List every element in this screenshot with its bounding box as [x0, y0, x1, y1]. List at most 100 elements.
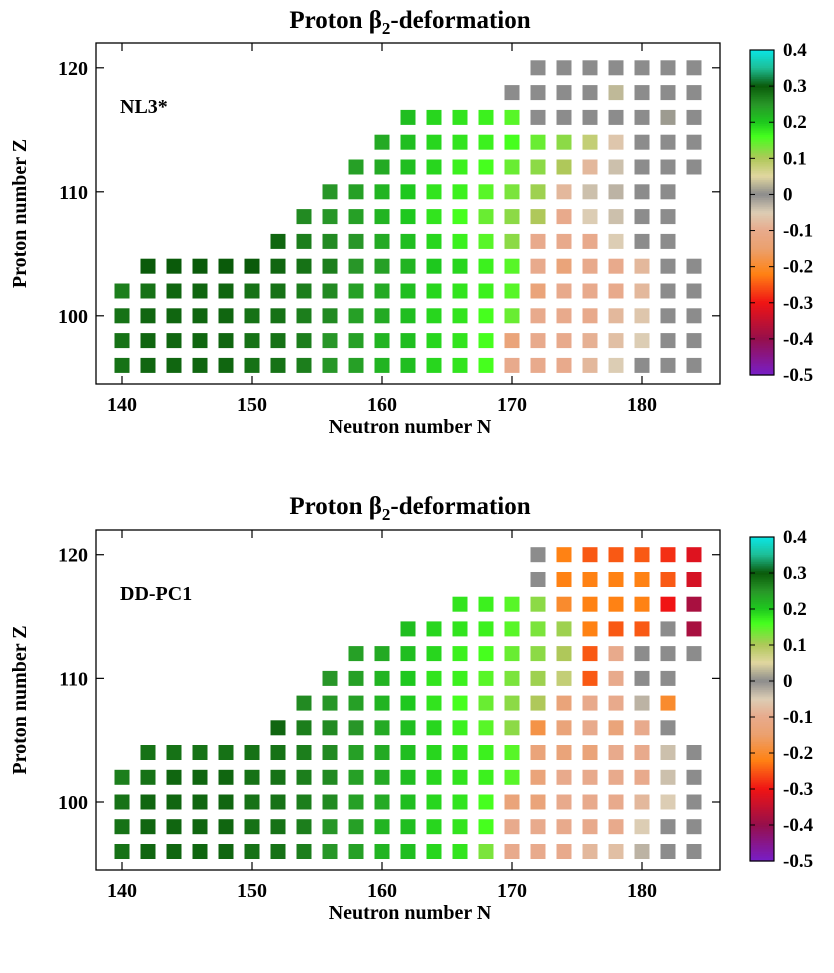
colorbar-band — [750, 715, 774, 718]
heatmap-cell — [478, 109, 494, 125]
heatmap-cell — [426, 745, 442, 760]
colorbar-band — [750, 596, 774, 599]
colorbar-band — [750, 735, 774, 738]
heatmap-cell — [504, 695, 520, 711]
colorbar-band — [750, 127, 774, 131]
x-tick-label: 180 — [627, 880, 657, 902]
colorbar-band — [750, 53, 774, 57]
heatmap-cell — [426, 769, 442, 785]
heatmap-cell — [348, 769, 364, 785]
heatmap-cell — [348, 695, 364, 711]
heatmap-cell — [556, 209, 572, 225]
heatmap-cell — [374, 184, 390, 200]
colorbar-band — [750, 776, 774, 779]
colorbar-band — [750, 591, 774, 594]
heatmap-cell — [452, 134, 468, 150]
heatmap-cell — [244, 357, 260, 373]
colorbar-band — [750, 279, 774, 282]
heatmap-cell — [608, 794, 624, 810]
colorbar-band — [750, 852, 774, 855]
x-tick-label: 160 — [367, 394, 397, 416]
heatmap-cell — [556, 283, 572, 299]
heatmap-cell — [556, 596, 572, 612]
chart-title: Proton β2-deformation — [289, 493, 530, 524]
heatmap-cell — [400, 308, 416, 324]
colorbar-tick-label: -0.3 — [783, 293, 813, 314]
heatmap-cell — [504, 109, 520, 125]
heatmap-cell — [374, 333, 390, 349]
colorbar-band — [750, 805, 774, 808]
heatmap-cell — [556, 134, 572, 150]
heatmap-cell — [192, 794, 208, 810]
colorbar-band — [750, 819, 774, 822]
heatmap-cell — [504, 184, 520, 200]
heatmap-cell — [634, 547, 650, 563]
y-tick-label: 100 — [58, 792, 88, 814]
colorbar: 0.4 0.3 0.2 0.1 0 -0.1 -0.2 -0.3 -0.4 -0.5 — [749, 527, 814, 872]
colorbar-band — [750, 542, 774, 545]
colorbar-band — [750, 726, 774, 729]
colorbar-band — [750, 814, 774, 817]
colorbar-band — [750, 302, 774, 306]
colorbar-band — [750, 221, 774, 224]
colorbar-band — [750, 69, 774, 73]
colorbar-band — [750, 855, 774, 858]
colorbar-band — [750, 138, 774, 141]
heatmap-cell — [660, 794, 676, 810]
colorbar-band — [750, 673, 774, 677]
colorbar-band — [750, 720, 774, 723]
heatmap-cell — [530, 134, 546, 150]
heatmap-cell — [504, 233, 520, 249]
colorbar-band — [750, 576, 774, 579]
heatmap-cell — [582, 134, 598, 150]
colorbar-band — [750, 578, 774, 581]
heatmap-cell — [634, 159, 650, 175]
heatmap-cell — [634, 646, 650, 662]
colorbar-band — [750, 553, 774, 556]
heatmap-cell — [634, 596, 650, 612]
heatmap-cell — [530, 60, 546, 76]
heatmap-cell — [348, 209, 364, 225]
heatmap-cell — [348, 819, 364, 835]
heatmap-cell — [504, 85, 520, 101]
colorbar-band — [750, 666, 774, 669]
colorbar-band — [750, 830, 774, 833]
heatmap-cell — [582, 283, 598, 299]
heatmap-cell — [270, 333, 286, 349]
colorbar-band — [750, 637, 774, 641]
colorbar-band — [750, 125, 774, 129]
chart-title-rest: -deformation — [390, 7, 530, 34]
heatmap-cell — [114, 769, 130, 785]
colorbar-band — [750, 670, 774, 673]
colorbar-band — [750, 821, 774, 824]
colorbar-band — [750, 565, 774, 569]
colorbar-band — [750, 717, 774, 720]
heatmap-cell — [400, 720, 416, 736]
heatmap-cell — [660, 646, 676, 662]
heatmap-cell — [556, 844, 572, 859]
colorbar-band — [750, 71, 774, 75]
heatmap-cell — [634, 695, 650, 711]
heatmap-cell — [244, 794, 260, 810]
colorbar-band — [750, 690, 774, 693]
heatmap-cell — [452, 209, 468, 225]
colorbar-band — [750, 367, 774, 371]
heatmap-cell — [530, 547, 546, 563]
colorbar-band — [750, 216, 774, 219]
heatmap-cell — [322, 695, 338, 711]
heatmap-cell — [140, 844, 156, 859]
colorbar-band — [750, 832, 774, 835]
colorbar-band — [750, 763, 774, 767]
colorbar-band — [750, 311, 774, 315]
colorbar-band — [750, 180, 774, 183]
heatmap-cell — [530, 670, 546, 686]
heatmap-cell — [660, 308, 676, 324]
colorbar-band — [750, 235, 774, 239]
heatmap-cell — [374, 134, 390, 150]
heatmap-cell — [400, 794, 416, 810]
colorbar-band — [750, 304, 774, 307]
heatmap-cell — [608, 844, 624, 859]
colorbar-band — [750, 547, 774, 551]
heatmap-cell — [296, 695, 312, 711]
colorbar-band — [750, 328, 774, 331]
